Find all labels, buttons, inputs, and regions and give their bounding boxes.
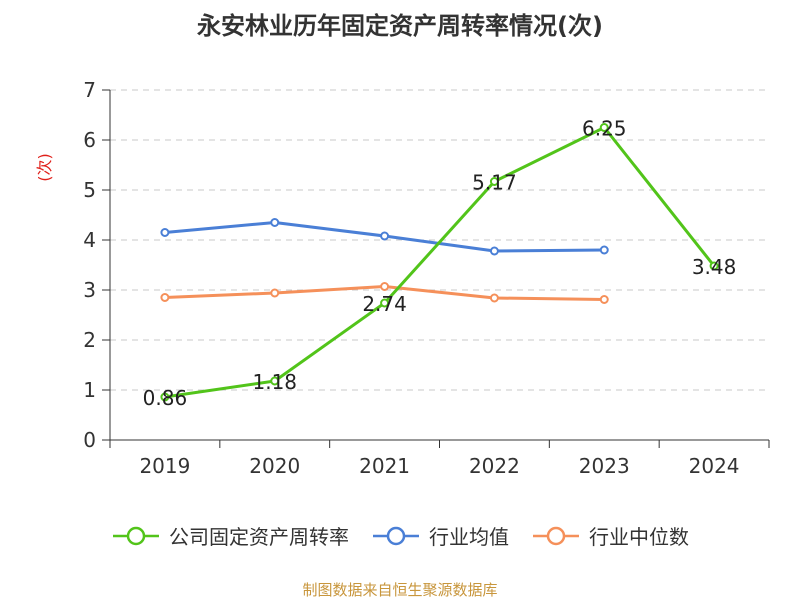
x-tick-label: 2024 [689,454,740,478]
source-note: 制图数据来自恒生聚源数据库 [302,581,498,599]
data-point [709,261,719,271]
x-tick-label: 2022 [469,454,520,478]
legend-label-company: 公司固定资产周转率 [169,525,349,549]
legend-swatch-industry-mean [373,526,419,545]
x-tick-label: 2020 [249,454,300,478]
x-tick-label: 2019 [139,454,190,478]
x-tick-label: 2023 [579,454,630,478]
data-label: 1.18 [252,370,297,394]
data-point [160,392,170,402]
legend: 公司固定资产周转率 行业均值 行业中位数 [0,521,800,550]
y-tick-label: 2 [83,328,96,352]
data-label: 2.74 [362,292,407,316]
legend-item-industry-median[interactable]: 行业中位数 [531,521,689,550]
y-tick-label: 3 [83,278,96,302]
chart-title: 永安林业历年固定资产周转率情况(次) [197,12,603,40]
data-point [270,218,280,227]
data-point [380,298,390,308]
data-point [160,293,170,302]
legend-swatch-industry-median [533,526,579,545]
legend-label-industry-mean: 行业均值 [429,525,509,549]
data-point [599,245,609,255]
x-tick-label: 2021 [359,454,410,478]
data-point [489,293,499,303]
data-label: 6.25 [582,117,627,141]
data-label: 3.48 [692,255,737,279]
legend-label-industry-median: 行业中位数 [589,525,689,549]
y-axis-label: (次) [35,153,54,182]
legend-item-industry-mean[interactable]: 行业均值 [371,521,509,550]
data-point [270,376,280,386]
y-tick-label: 4 [83,228,96,252]
data-point [599,295,609,304]
data-point [599,123,609,132]
data-point [380,231,390,241]
data-point [270,288,280,298]
y-tick-label: 5 [83,178,96,202]
y-tick-label: 6 [83,128,96,152]
data-label: 5.17 [472,171,517,195]
legend-item-company[interactable]: 公司固定资产周转率 [111,521,349,550]
data-point [489,246,499,256]
legend-swatch-company [113,526,159,545]
y-tick-label: 1 [83,378,96,402]
data-point [160,228,170,237]
data-point [380,282,390,291]
data-label: 0.86 [143,386,188,410]
y-tick-label: 7 [83,78,96,102]
y-tick-label: 0 [83,428,96,452]
series-line-0 [164,126,716,399]
data-point [489,177,499,186]
